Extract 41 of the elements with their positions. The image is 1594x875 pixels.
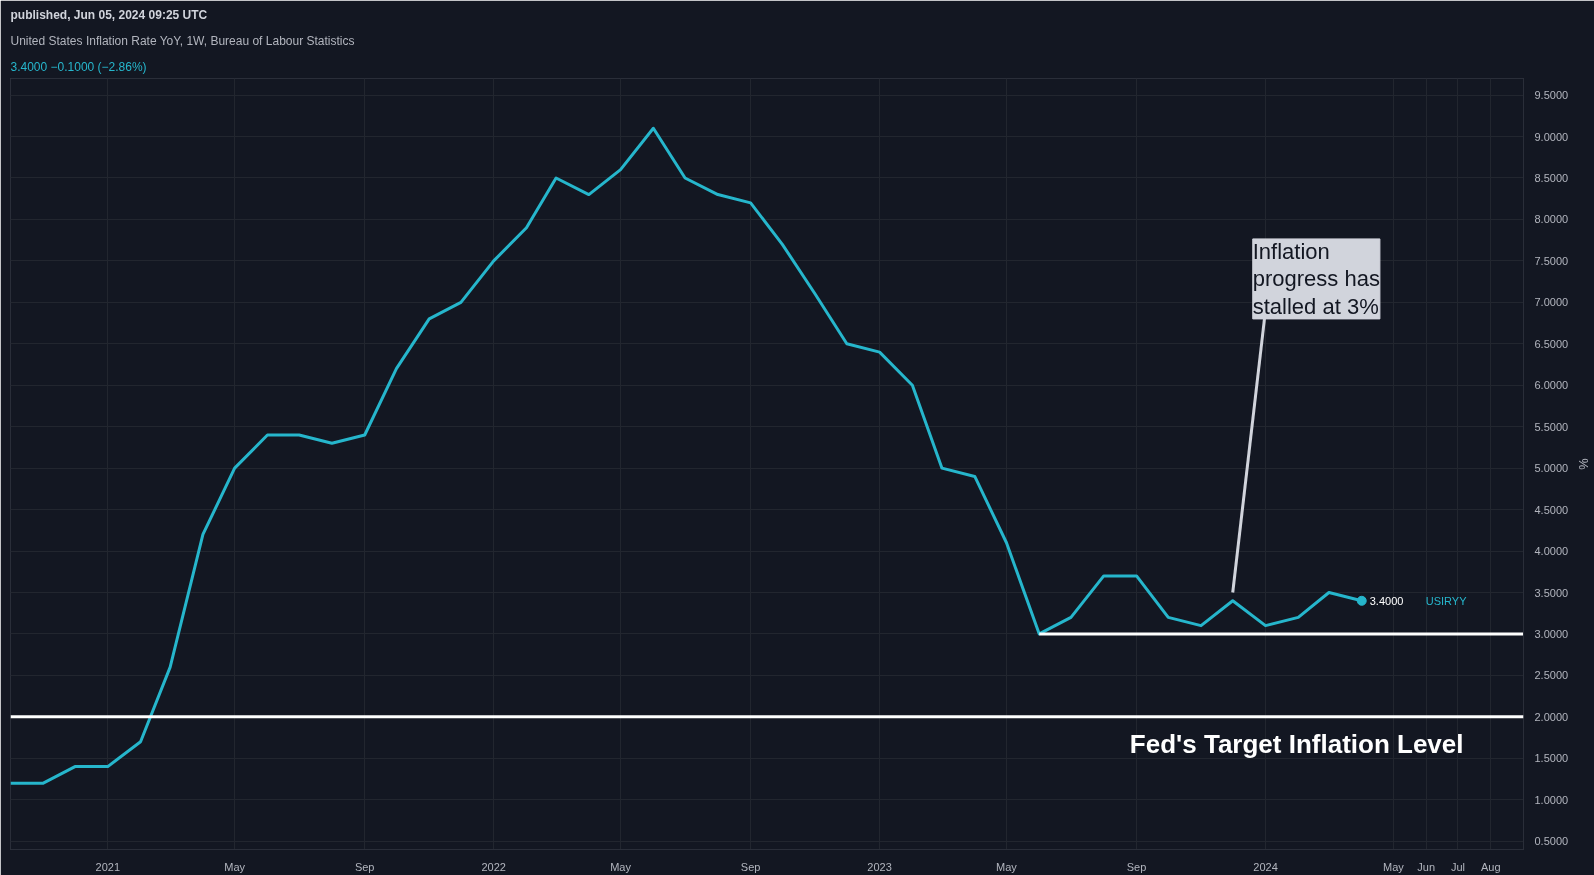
y-tick-label: 5.0000 <box>1534 462 1569 475</box>
x-tick-label: Aug <box>1480 860 1501 873</box>
y-tick-label: 1.0000 <box>1534 793 1569 806</box>
x-tick-label: 2021 <box>95 860 121 873</box>
y-tick-label: 0.5000 <box>1534 835 1569 848</box>
y-tick-label: 6.5000 <box>1534 337 1569 350</box>
x-tick-label: May <box>224 860 246 873</box>
x-tick-label: Sep <box>354 860 375 873</box>
y-tick-label: 1.5000 <box>1534 752 1569 765</box>
x-tick-label: May <box>1383 860 1405 873</box>
chart-title: United States Inflation Rate YoY, 1W, Bureau of Labour Statistics <box>10 33 355 48</box>
y-tick-label: 4.5000 <box>1534 503 1569 516</box>
y-tick-label: 2.5000 <box>1534 669 1569 682</box>
x-tick-label: 2024 <box>1253 860 1278 873</box>
x-tick-label: 2023 <box>867 860 892 873</box>
chart-subtitle: 3.4000 −0.1000 (−2.86%) <box>10 59 147 74</box>
x-tick-label: Jun <box>1417 860 1436 873</box>
y-tick-label: 9.5000 <box>1534 89 1569 102</box>
y-tick-label: 8.0000 <box>1534 213 1569 226</box>
y-tick-label: 7.0000 <box>1534 296 1569 309</box>
y-tick-label: 5.5000 <box>1534 420 1569 433</box>
y-tick-label: 8.5000 <box>1534 171 1569 184</box>
x-tick-label: May <box>610 860 632 873</box>
x-tick-label: Jul <box>1450 860 1465 873</box>
y-tick-label: 3.0000 <box>1534 627 1569 640</box>
y-tick-label: 3.5000 <box>1534 586 1569 599</box>
text: published, Jun 05, 2024 09:25 UTC <box>10 7 208 22</box>
annotation: Inflation progress has stalled at 3% <box>1252 238 1380 319</box>
y-tick-label: 7.5000 <box>1534 254 1569 267</box>
data-label: 3.4000 <box>1369 594 1404 607</box>
ref-line-label: Fed's Target Inflation Level <box>1129 728 1464 759</box>
x-tick-label: Sep <box>740 860 761 873</box>
x-tick-label: Sep <box>1126 860 1147 873</box>
text: USIRYY <box>1425 594 1468 607</box>
x-tick-label: May <box>996 860 1018 873</box>
y-axis-title: % <box>1576 458 1592 471</box>
y-tick-label: 9.0000 <box>1534 130 1569 143</box>
y-tick-label: 2.0000 <box>1534 710 1569 723</box>
x-tick-label: 2022 <box>481 860 506 873</box>
y-tick-label: 6.0000 <box>1534 379 1569 392</box>
y-tick-label: 4.0000 <box>1534 545 1569 558</box>
